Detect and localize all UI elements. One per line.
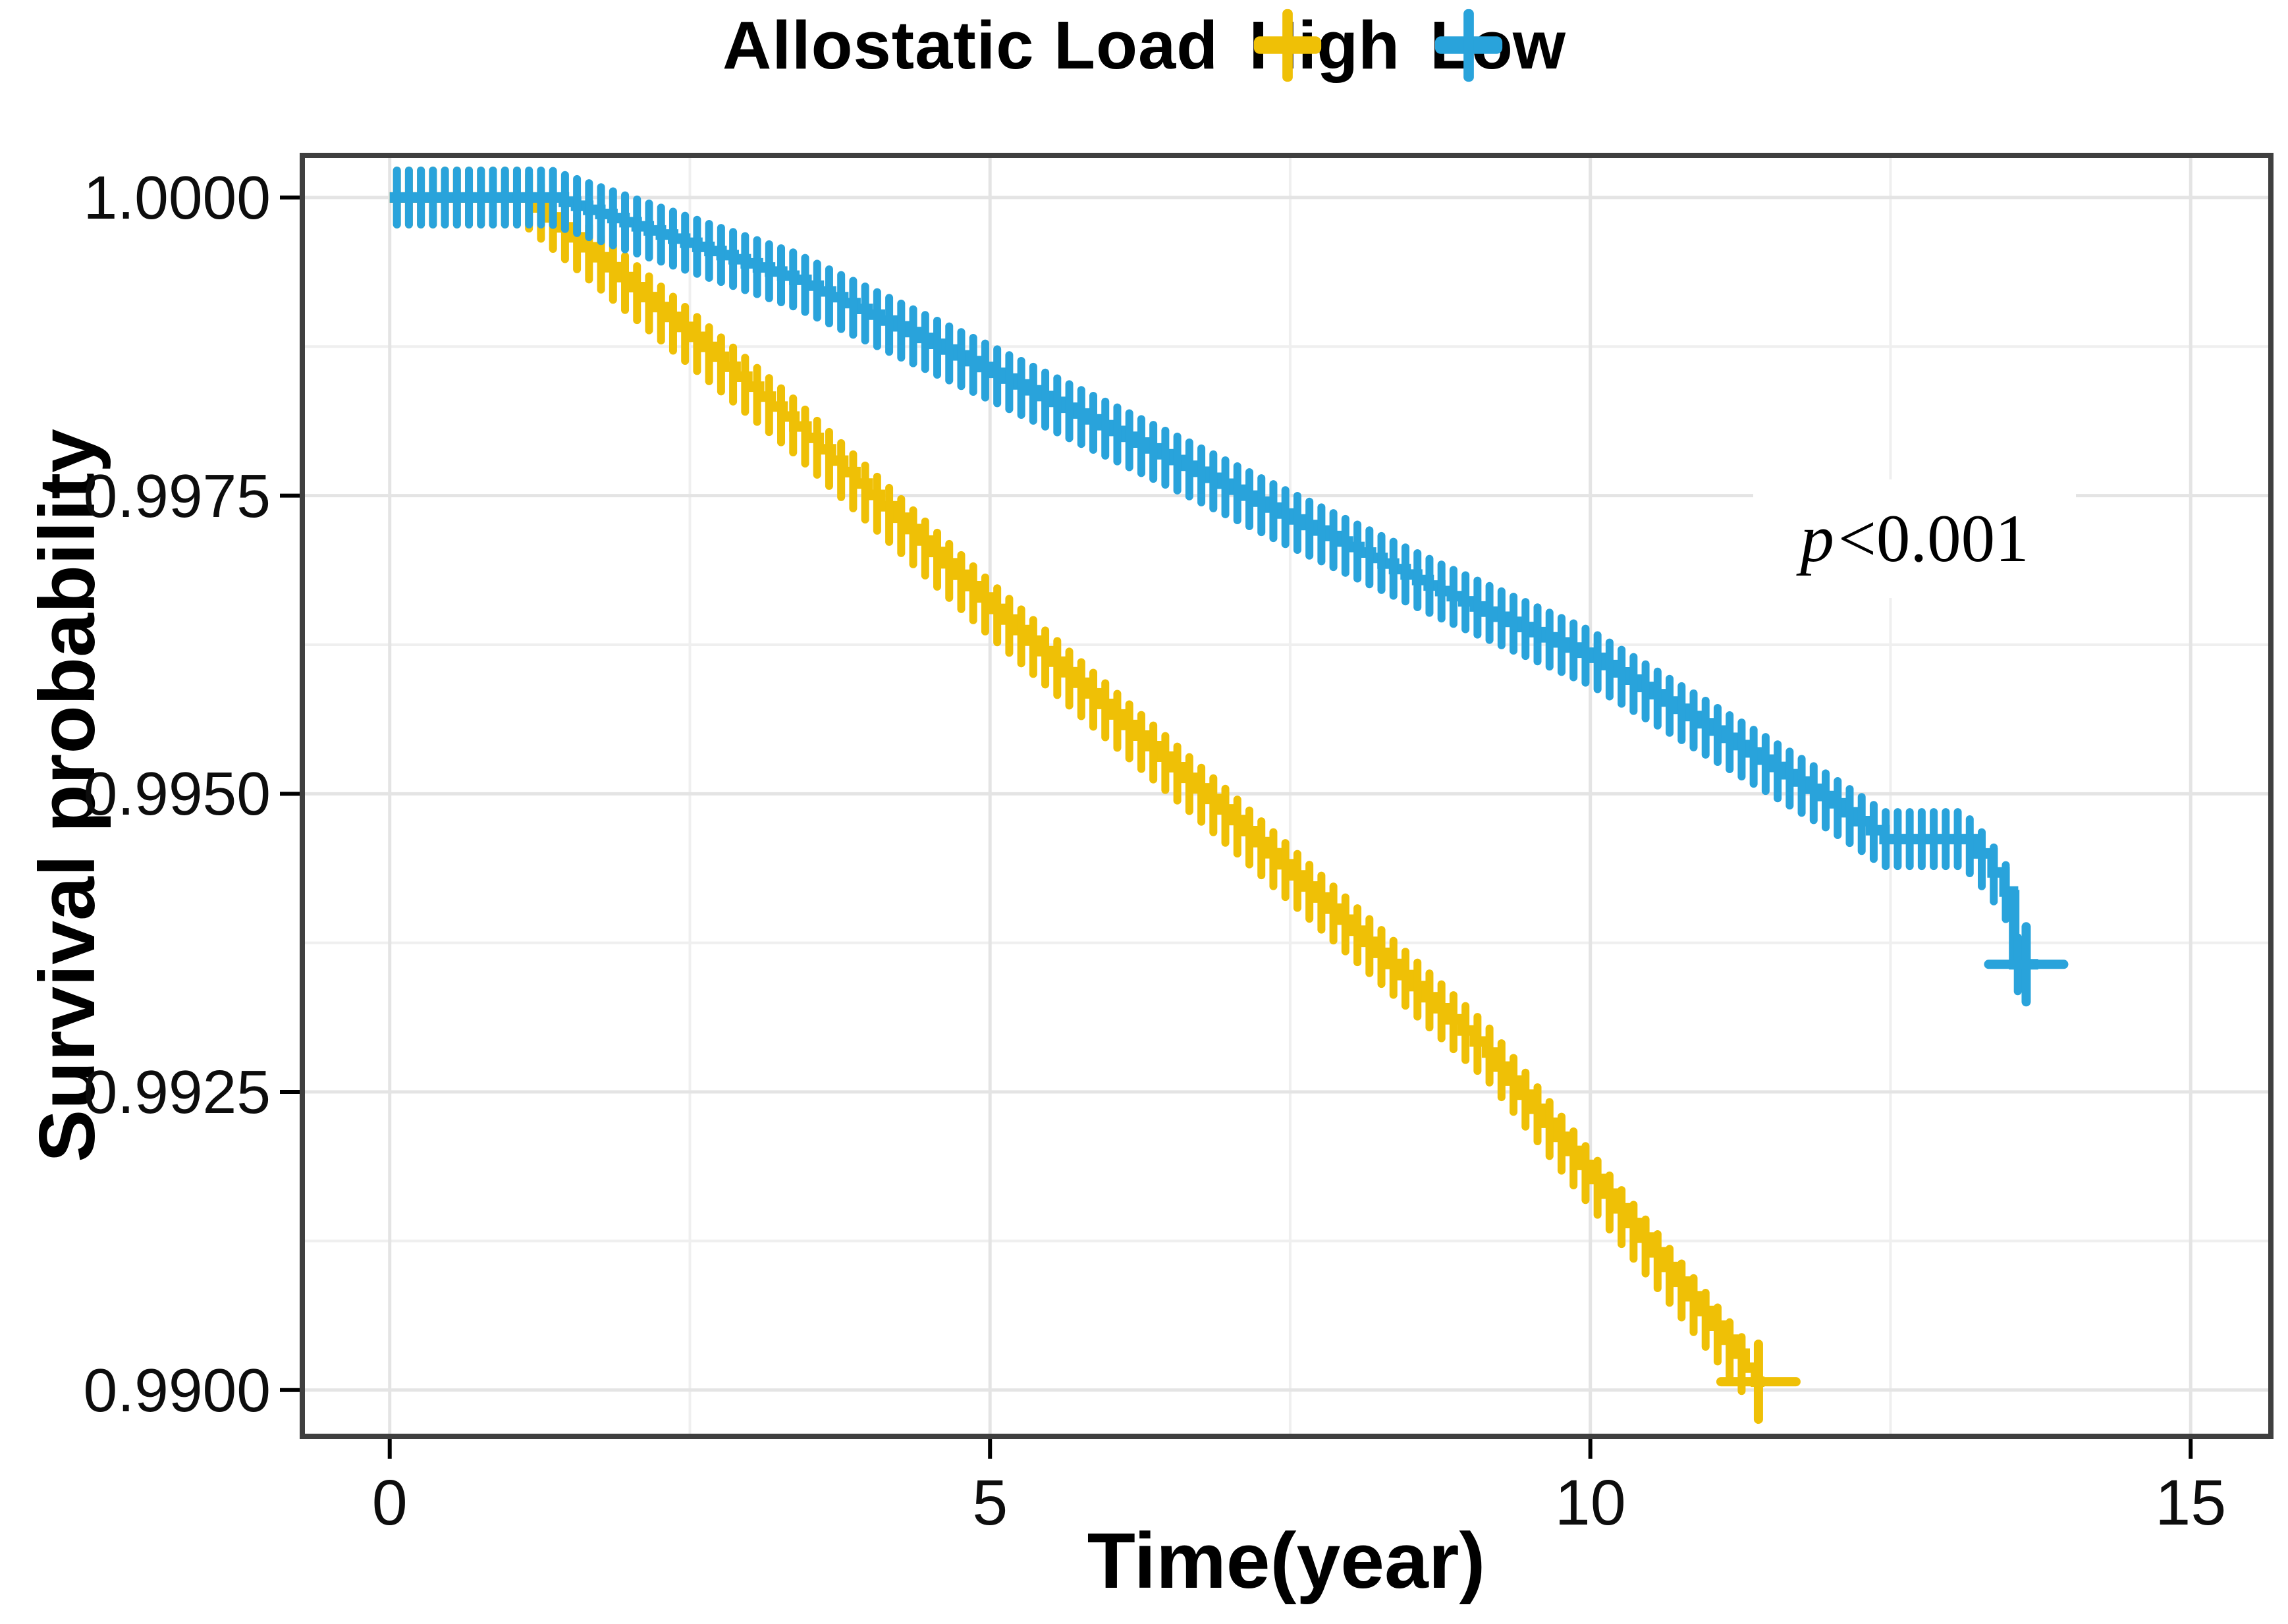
- p-value-annotation: p <0.001: [1753, 479, 2076, 598]
- p-value-prefix: p: [1800, 501, 1834, 576]
- y-tick-label-0.9950: 0.9950: [83, 759, 271, 828]
- y-tick-label-1.0000: 1.0000: [83, 163, 271, 232]
- plot-panel: [280, 153, 2274, 1459]
- censor-plus-icon: [1254, 9, 1322, 82]
- survival-curve-high: [389, 192, 1765, 1388]
- legend-item-low: Low: [1430, 7, 1566, 84]
- p-value-text: <0.001: [1838, 501, 2029, 576]
- y-tick-label-0.9925: 0.9925: [83, 1058, 271, 1127]
- x-tick-label-5: 5: [972, 1467, 1008, 1538]
- x-tick-label-0: 0: [371, 1467, 408, 1538]
- censor-plus-icon: [1434, 9, 1503, 82]
- legend-item-high: High: [1249, 7, 1400, 84]
- legend: Allostatic Load High Low: [0, 4, 2288, 86]
- panel-border: [300, 153, 2274, 1439]
- x-axis-title: Time(year): [1087, 1517, 1486, 1605]
- x-tick-label-10: 10: [1554, 1467, 1626, 1538]
- y-tick-label-0.9900: 0.9900: [83, 1355, 271, 1424]
- x-tick-label-15: 15: [2155, 1467, 2227, 1538]
- legend-title: Allostatic Load: [722, 7, 1219, 83]
- y-tick-label-0.9975: 0.9975: [83, 461, 271, 530]
